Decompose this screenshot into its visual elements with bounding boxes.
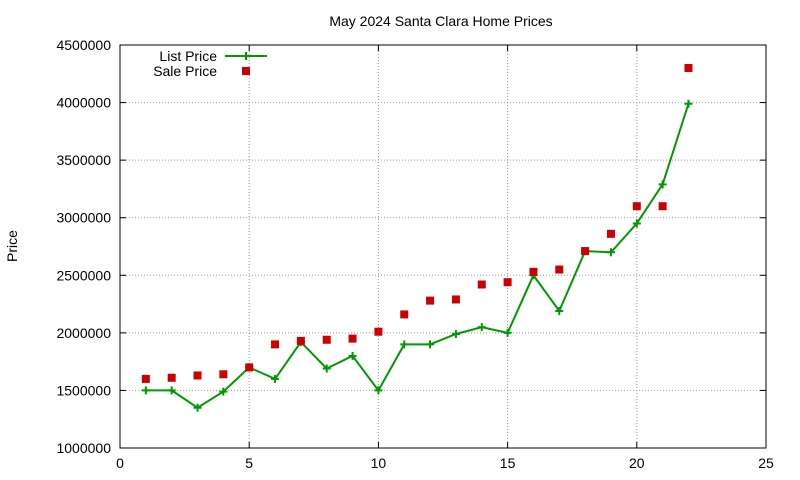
legend-marker	[242, 52, 250, 60]
data-point	[451, 295, 460, 304]
data-point	[348, 334, 357, 343]
y-tick-label: 1000000	[56, 440, 111, 456]
data-point	[426, 296, 435, 305]
data-point	[632, 219, 641, 228]
data-point	[555, 306, 564, 315]
data-point	[606, 248, 615, 257]
data-point	[581, 247, 590, 256]
data-point	[219, 370, 228, 379]
data-point	[296, 336, 305, 345]
data-point	[606, 229, 615, 238]
y-axis-label: Price	[4, 230, 20, 262]
legend-swatch	[242, 67, 250, 75]
legend-label: List Price	[159, 48, 217, 64]
x-tick-label: 20	[629, 455, 645, 471]
data-point	[477, 323, 486, 332]
y-tick-label: 2000000	[56, 325, 111, 341]
data-point	[167, 373, 176, 382]
data-point	[477, 280, 486, 289]
data-point	[503, 278, 512, 287]
y-tick-label: 1500000	[56, 382, 111, 398]
data-point	[658, 180, 667, 189]
y-tick-label: 3500000	[56, 152, 111, 168]
data-point	[451, 330, 460, 339]
data-point	[658, 202, 667, 211]
data-point	[167, 386, 176, 395]
series-2	[141, 64, 693, 383]
data-point	[684, 99, 693, 108]
data-point	[374, 386, 383, 395]
data-point	[141, 386, 150, 395]
data-point	[348, 351, 357, 360]
data-point	[322, 335, 331, 344]
data-point	[193, 403, 202, 412]
data-point	[271, 374, 280, 383]
x-tick-label: 5	[245, 455, 253, 471]
data-point	[245, 363, 254, 372]
series-line	[145, 103, 690, 409]
data-point	[374, 327, 383, 336]
data-point	[271, 340, 280, 349]
y-tick-label: 4500000	[56, 37, 111, 53]
data-point	[400, 340, 409, 349]
x-tick-label: 25	[758, 455, 774, 471]
data-point	[426, 340, 435, 349]
y-tick-label: 3000000	[56, 210, 111, 226]
x-tick-label: 10	[371, 455, 387, 471]
grid	[120, 45, 766, 448]
x-tick-label: 0	[116, 455, 124, 471]
data-point	[193, 371, 202, 380]
data-point	[684, 64, 693, 73]
y-tick-label: 2500000	[56, 267, 111, 283]
y-tick-label: 4000000	[56, 95, 111, 111]
series-layer	[141, 64, 693, 412]
data-point	[503, 328, 512, 337]
data-point	[529, 267, 538, 276]
data-point	[632, 202, 641, 211]
axes: 0 5 10 15 20 25 1000000 1500000 2000000 2500000 30…	[56, 37, 774, 471]
data-point	[219, 387, 228, 396]
chart-title: May 2024 Santa Clara Home Prices	[329, 13, 552, 29]
data-point	[400, 310, 409, 319]
x-tick-label: 15	[500, 455, 516, 471]
data-point	[141, 374, 150, 383]
legend-label: Sale Price	[153, 63, 217, 79]
data-point	[555, 265, 564, 274]
plot-frame	[119, 44, 767, 449]
series-1	[141, 99, 693, 412]
data-point	[322, 364, 331, 373]
